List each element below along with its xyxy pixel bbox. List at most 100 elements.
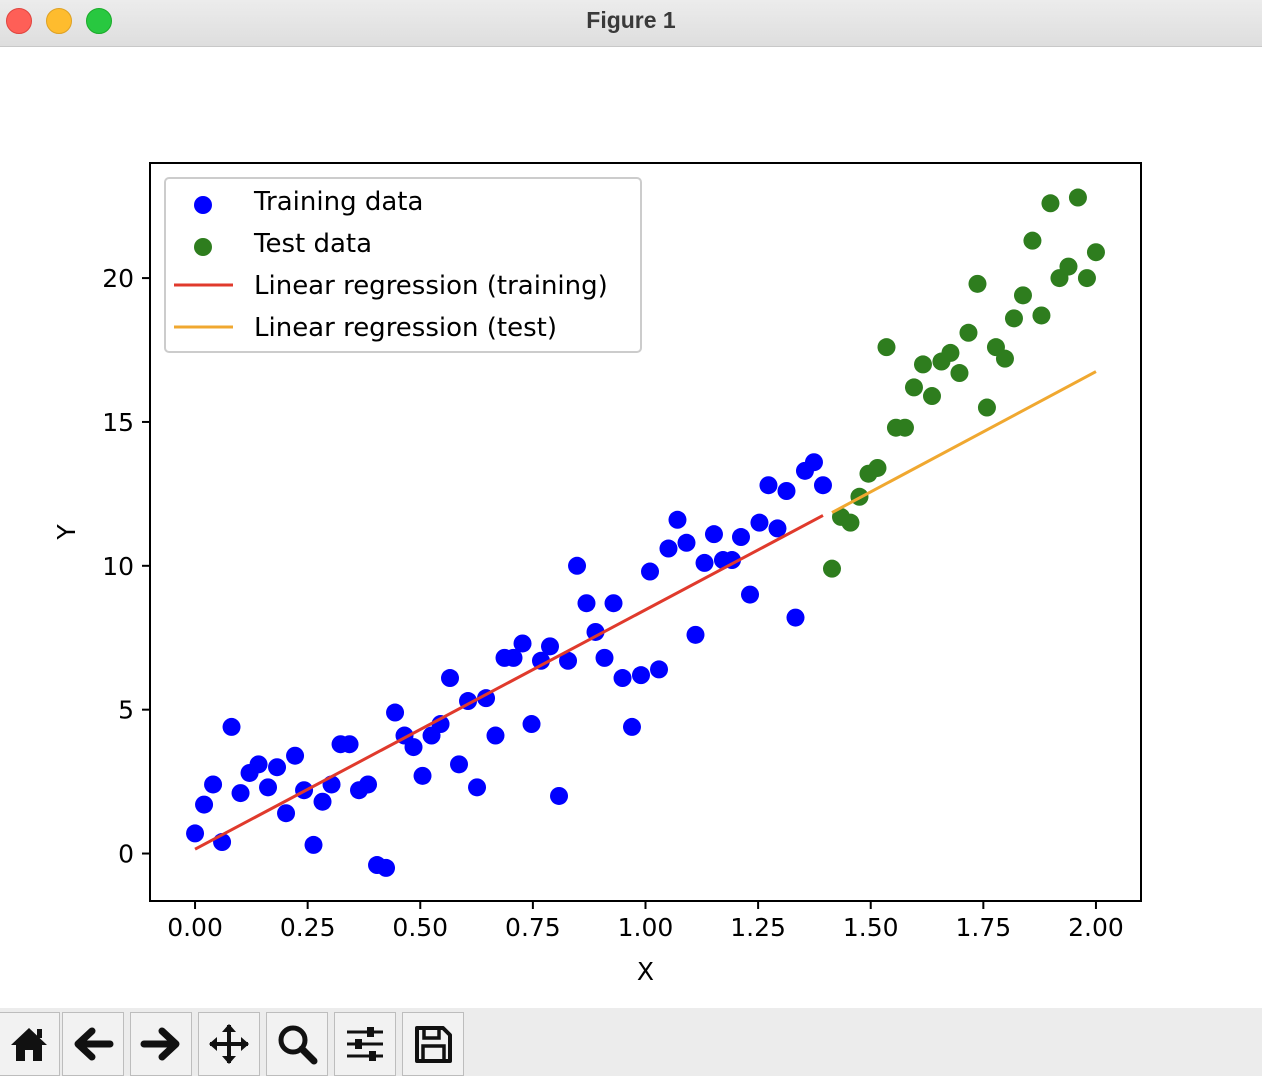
data-point [577,594,596,613]
regression-line [194,514,824,851]
y-tick-label: 20 [102,264,134,293]
data-point [404,738,423,757]
data-point [277,804,296,823]
legend-frame [164,177,642,353]
figure-canvas: 0.00 0.25 0.50 0.75 1.00 1.25 1.50 1.75 2.00 0 5 10… [52,162,1142,986]
x-tick-label: 1.75 [956,913,1012,942]
data-point [641,562,660,581]
data-point [1023,231,1042,250]
data-point [622,717,641,736]
maximize-window-button[interactable] [86,8,112,34]
data-point [268,758,287,777]
data-point [759,476,778,495]
data-point [822,559,841,578]
legend-marker [194,196,212,214]
close-window-button[interactable] [6,8,32,34]
data-point [650,660,669,679]
pan-icon [209,1024,249,1064]
configure-subplots-button[interactable] [334,1012,396,1076]
save-button[interactable] [402,1012,464,1076]
x-tick-label: 0.75 [505,913,561,942]
data-point [1013,286,1032,305]
data-point [868,458,887,477]
data-point [541,637,560,656]
zoom-button[interactable] [266,1012,328,1076]
back-button[interactable] [62,1012,124,1076]
data-point [895,418,914,437]
data-point [1068,188,1087,207]
legend: Training data Test data Linear regression … [164,177,642,353]
data-point [786,608,805,627]
series-training-data [186,453,832,877]
legend-label: Linear regression (test) [254,313,557,343]
window-titlebar: Figure 1 [0,0,1262,47]
minimize-window-button[interactable] [46,8,72,34]
back-arrow-icon [74,1027,114,1061]
data-point [1032,306,1051,325]
data-point [468,778,487,797]
data-point [750,513,769,532]
legend-marker [194,238,212,256]
data-point [186,824,205,843]
data-point [668,510,687,529]
x-tick-label: 1.00 [618,913,674,942]
data-point [359,775,378,794]
data-point [249,755,268,774]
x-tick-label: 1.50 [843,913,899,942]
series-linear-regression-training [194,514,824,851]
data-point [304,835,323,854]
forward-arrow-icon [140,1027,180,1061]
data-point [1059,257,1078,276]
data-point [741,585,760,604]
data-point [777,482,796,500]
data-point [1004,309,1023,328]
home-button[interactable] [0,1012,60,1076]
data-point [877,338,896,357]
data-point [813,476,832,495]
series-test-data [822,188,1105,578]
data-point [550,786,569,805]
data-point [1077,269,1096,288]
series-linear-regression-test [831,370,1097,514]
data-point [686,625,705,644]
data-point [340,735,359,754]
data-point [613,669,632,688]
data-point [968,274,987,293]
data-point [222,717,241,736]
data-point [504,648,523,667]
configure-subplots-icon [347,1027,383,1061]
x-tick-label: 0.50 [392,913,448,942]
data-point [313,792,332,811]
data-point [904,378,923,397]
y-tick-label: 5 [118,696,134,725]
save-icon [415,1026,452,1063]
pan-button[interactable] [198,1012,260,1076]
forward-button[interactable] [130,1012,192,1076]
data-point [977,398,996,417]
data-point [659,539,678,558]
data-point [841,513,860,532]
legend-label: Test data [253,229,372,259]
regression-line [831,370,1097,514]
legend-label: Linear regression (training) [254,271,608,301]
data-point [559,651,578,670]
data-point [677,533,696,552]
data-point [450,755,469,774]
data-point [522,715,541,734]
window-title: Figure 1 [586,7,676,33]
data-point [913,355,932,374]
data-point [441,669,460,688]
data-point [922,387,941,406]
data-point [1041,194,1060,213]
y-tick-label: 10 [102,552,134,581]
x-tick-label: 0.00 [167,913,223,942]
x-tick-label: 0.25 [280,913,336,942]
data-point [731,528,750,547]
y-tick-label: 15 [102,408,134,437]
data-point [204,775,223,794]
y-tick-label: 0 [118,840,134,869]
data-point [377,858,396,877]
data-point [259,778,278,797]
x-tick-label: 1.25 [730,913,786,942]
data-point [704,525,723,544]
